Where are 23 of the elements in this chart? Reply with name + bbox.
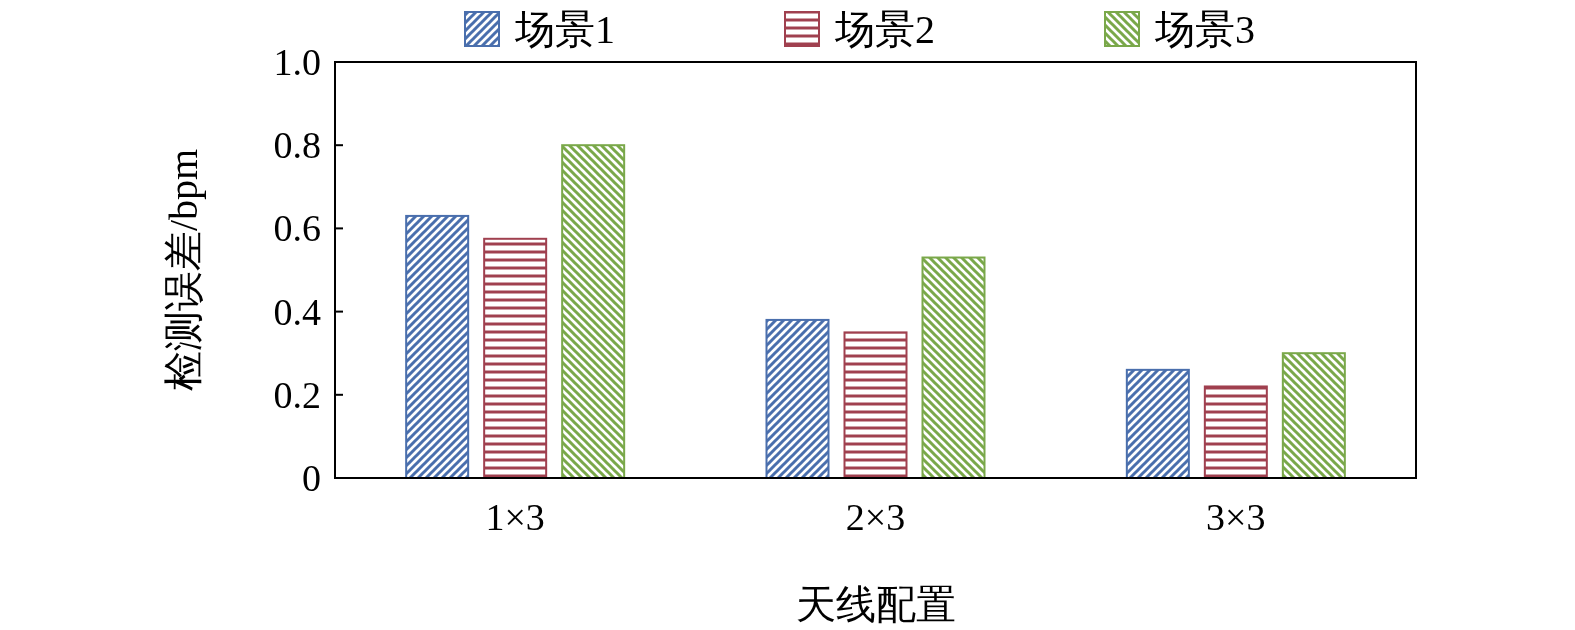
x-axis-title: 天线配置 (795, 582, 956, 627)
bar (405, 214, 470, 479)
y-tick-label: 0.4 (273, 290, 321, 333)
x-tick-label: 3×3 (1206, 496, 1266, 538)
y-tick-label: 0.6 (273, 207, 321, 250)
y-tick-label: 0.2 (273, 373, 321, 416)
bar (561, 144, 626, 479)
y-tick-label: 1.0 (273, 41, 321, 83)
bar (921, 256, 986, 479)
x-tick-label: 2×3 (845, 496, 906, 538)
bar (765, 318, 830, 479)
legend-label: 场景3 (1154, 7, 1255, 52)
y-axis-title: 检测误差/bpm (161, 148, 206, 392)
legend-label: 场景2 (834, 7, 935, 52)
y-tick-label: 0 (302, 457, 321, 499)
bar (843, 331, 908, 479)
y-tick-label: 0.8 (273, 124, 321, 167)
bar (1125, 368, 1190, 479)
legend-label: 场景1 (514, 7, 615, 52)
x-tick-label: 1×3 (485, 496, 545, 538)
bar (1281, 352, 1346, 479)
bar (483, 237, 548, 479)
bar (1203, 385, 1268, 479)
